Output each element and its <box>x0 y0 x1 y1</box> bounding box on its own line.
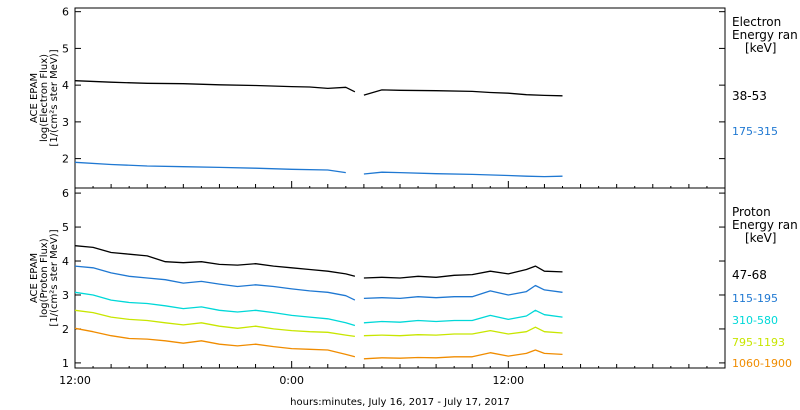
x-tick-label-2: 12:00 <box>492 374 524 387</box>
electron-ytick-label-6: 6 <box>62 6 69 19</box>
proton-ylabel-line-1: ACE EPAM <box>29 253 40 303</box>
proton-series-115-195-segment-1 <box>74 265 356 301</box>
proton-legend-entry-1060-1900: 1060-1900 <box>732 357 792 370</box>
electron-ytick-label-3: 3 <box>62 116 69 129</box>
electron-ylabel-line-1: ACE EPAM <box>29 73 40 123</box>
electron-ytick-label-4: 4 <box>62 79 69 92</box>
proton-legend-entry-115-195: 115-195 <box>732 292 778 305</box>
proton-ytick-label-1: 1 <box>62 357 69 370</box>
electron-yticks: 2 3 4 5 6 <box>62 6 725 166</box>
electron-series-38-53-segment-2 <box>363 89 563 97</box>
proton-series-310-580-segment-1 <box>74 291 356 327</box>
x-axis: 12:00 0:00 12:00 <box>59 181 726 387</box>
proton-panel: ACE EPAM log(Proton Flux) [1/(cm²s ster … <box>29 187 798 370</box>
proton-series-47-68-segment-2 <box>363 265 563 279</box>
proton-legend-title-1: Proton <box>732 205 771 219</box>
electron-panel: ACE EPAM log(Electron Flux) [1/(cm²s ste… <box>29 6 798 189</box>
proton-ytick-label-4: 4 <box>62 255 69 268</box>
proton-legend-title-2: Energy ran <box>732 218 798 232</box>
proton-series-795-1193-segment-1 <box>74 309 355 338</box>
proton-yticks: 1 2 3 4 5 6 <box>62 187 725 370</box>
proton-ytick-label-5: 5 <box>62 221 69 234</box>
electron-series-175-315-segment-1 <box>74 161 346 174</box>
electron-legend-entry-38-53: 38-53 <box>732 89 767 103</box>
proton-series <box>74 245 563 360</box>
electron-legend-title-3: [keV] <box>745 41 776 55</box>
electron-legend-title-2: Energy ran <box>732 28 798 42</box>
x-axis-title: hours:minutes, July 16, 2017 - July 17, … <box>290 397 510 408</box>
electron-legend: Electron Energy ran [keV] 38-53 175-315 <box>732 15 798 138</box>
proton-series-1060-1900-segment-2 <box>363 349 563 360</box>
proton-ytick-label-3: 3 <box>62 289 69 302</box>
proton-ylabel-line-3: [1/(cm²s ster MeV)] <box>49 229 60 326</box>
electron-series <box>74 80 563 178</box>
proton-legend: Proton Energy ran [keV] 47-68 115-195 31… <box>732 205 798 370</box>
x-tick-label-1: 0:00 <box>279 374 304 387</box>
proton-ytick-label-2: 2 <box>62 323 69 336</box>
electron-series-38-53-segment-1 <box>74 80 356 93</box>
electron-plot-frame <box>74 7 726 189</box>
x-tick-label-0: 12:00 <box>59 374 91 387</box>
proton-legend-entry-310-580: 310-580 <box>732 314 778 327</box>
electron-ytick-label-2: 2 <box>62 153 69 166</box>
electron-ytick-label-5: 5 <box>62 42 69 55</box>
proton-series-795-1193-segment-2 <box>363 326 563 337</box>
proton-ylabel-line-2: log(Proton Flux) <box>39 238 50 317</box>
electron-y-label: ACE EPAM log(Electron Flux) [1/(cm²s ste… <box>29 49 60 146</box>
proton-series-1060-1900-segment-1 <box>74 327 356 358</box>
proton-legend-entry-47-68: 47-68 <box>732 268 767 282</box>
electron-series-175-315-segment-2 <box>363 171 563 178</box>
proton-y-label: ACE EPAM log(Proton Flux) [1/(cm²s ster … <box>29 229 60 326</box>
electron-legend-entry-175-315: 175-315 <box>732 125 778 138</box>
proton-series-310-580-segment-2 <box>363 309 563 324</box>
proton-series-115-195-segment-2 <box>363 284 563 300</box>
proton-series-47-68-segment-1 <box>74 245 356 277</box>
proton-legend-entry-795-1193: 795-1193 <box>732 336 785 349</box>
electron-legend-title-1: Electron <box>732 15 781 29</box>
proton-legend-title-3: [keV] <box>745 231 776 245</box>
electron-ylabel-line-3: [1/(cm²s ster MeV)] <box>49 49 60 146</box>
electron-ylabel-line-2: log(Electron Flux) <box>39 54 50 142</box>
proton-ytick-label-6: 6 <box>62 187 69 200</box>
